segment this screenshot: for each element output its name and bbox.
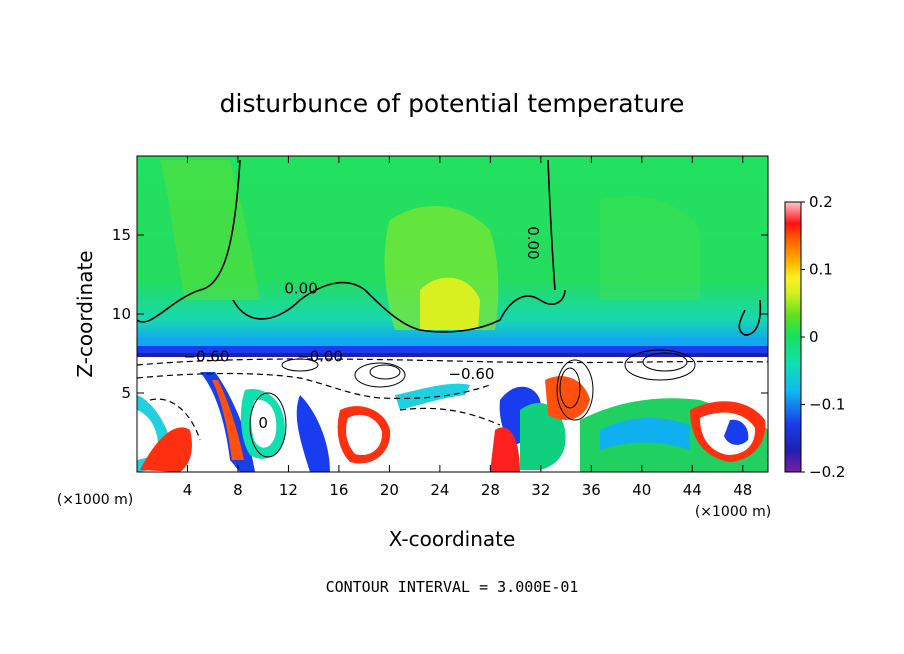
colorbar-tick-label: 0.1: [809, 261, 833, 279]
contour-label: −0.60: [448, 365, 494, 383]
contour-interval-note: CONTOUR INTERVAL = 3.000E-01: [326, 578, 579, 596]
x-tick-label: 48: [733, 481, 752, 499]
x-tick-label: 12: [279, 481, 298, 499]
x-tick-label: 36: [582, 481, 601, 499]
contour-label: 0: [258, 414, 268, 432]
colorbar-tick-label: 0.2: [809, 193, 833, 211]
x-axis-ticks: 4 8 12 16 20 24 28 32 36 40 44 48: [183, 156, 752, 499]
y-axis-label: Z-coordinate: [73, 250, 97, 377]
colorbar-tick-label: 0: [809, 328, 819, 346]
x-tick-label: 8: [233, 481, 243, 499]
x-unit-right: (×1000 m): [695, 504, 771, 520]
x-tick-label: 20: [380, 481, 399, 499]
x-tick-label: 32: [531, 481, 550, 499]
colorbar-tick-label: −0.2: [809, 463, 845, 481]
colorbar-tick-label: −0.1: [809, 396, 845, 414]
x-tick-label: 40: [632, 481, 651, 499]
y-tick-label: 15: [112, 226, 131, 244]
contour-label: −0.60: [183, 347, 229, 365]
chart-title: disturbunce of potential temperature: [220, 89, 685, 118]
x-tick-label: 4: [183, 481, 193, 499]
y-tick-label: 5: [121, 384, 131, 402]
contour-labels: 0.00 0.00 −0.60 −0.00 −0.60 0: [183, 226, 542, 432]
x-tick-label: 44: [683, 481, 702, 499]
x-tick-label: 24: [430, 481, 449, 499]
y-axis-ticks: 5 10 15: [112, 226, 768, 402]
x-axis-label: X-coordinate: [389, 527, 516, 551]
contour-label: 0.00: [524, 226, 542, 259]
x-tick-label: 28: [481, 481, 500, 499]
colorbar-ticks: 0.2 0.1 0 −0.1 −0.2: [801, 193, 845, 481]
plot-area: [137, 156, 768, 472]
contour-label: −0.00: [297, 347, 343, 365]
x-tick-label: 16: [329, 481, 348, 499]
contour-label: 0.00: [284, 279, 317, 297]
x-unit-left: (×1000 m): [57, 492, 133, 508]
y-tick-label: 10: [112, 305, 131, 323]
colorbar: [784, 201, 802, 473]
